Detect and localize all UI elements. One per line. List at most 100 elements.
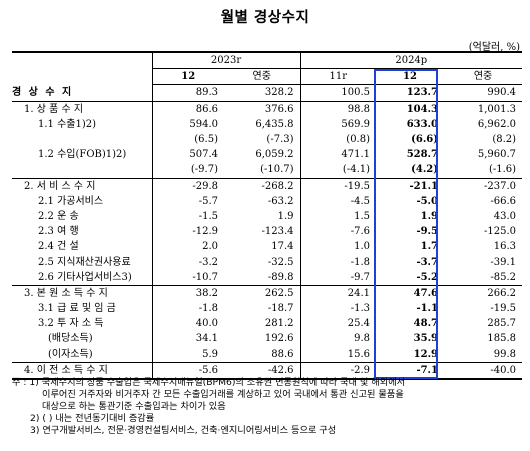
table-cell: (6.6) xyxy=(411,134,439,146)
table-cell: 98.8 xyxy=(299,100,377,117)
table-cell: 104.3 xyxy=(376,100,445,117)
table-cell: 47.6 xyxy=(376,284,445,301)
table-cell: -1.3 xyxy=(299,301,377,317)
table-cell: -1.5 xyxy=(151,208,224,225)
table-cell: 48.7 xyxy=(413,318,439,330)
table-cell: -9.7 xyxy=(299,269,377,286)
table-row: 1. 상 품 수 지 86.6 376.6 98.8 104.3 1,001.3 xyxy=(12,100,523,117)
table-cell: -125.0 xyxy=(484,226,517,238)
table-cell: 100.5 xyxy=(299,84,377,102)
table-cell: 6,435.8 xyxy=(255,118,294,130)
table-cell: 1.0 xyxy=(299,239,377,255)
table-cell: -1.8 xyxy=(299,254,377,270)
note-line: 이루어진 거주자와 비거주자 간 모든 수출입거래를 계상하고 있어 국내에서 … xyxy=(42,389,404,400)
header-blank xyxy=(12,51,152,85)
table-cell: (0.8) xyxy=(299,131,377,148)
table-cell: 1,001.3 xyxy=(444,100,523,117)
table-cell: 89.3 xyxy=(151,84,224,102)
table-cell: 507.4 xyxy=(151,147,224,163)
table-cell: -19.5 xyxy=(299,177,377,194)
table-cell: 99.8 xyxy=(493,348,517,360)
table-cell: 1.5 xyxy=(299,208,377,225)
table-cell: (-10.7) xyxy=(260,164,294,176)
table-cell: -29.8 xyxy=(151,177,224,194)
table-cell: 25.4 xyxy=(299,316,377,332)
col-2023-dec: 12 xyxy=(151,68,224,86)
table-row: (배당소득) 34.1 192.6 9.8 35.9 185.8 xyxy=(12,331,522,347)
table-cell: (-1.6) xyxy=(488,164,517,176)
col-2024-nov: 11r xyxy=(299,68,377,86)
row-label: 1. 상 품 수 지 xyxy=(12,100,152,117)
table-cell: 633.0 xyxy=(406,118,439,130)
table-cell: -89.8 xyxy=(267,271,294,283)
table-row: 2.3 여 행 -12.9 -123.4 -7.6 -9.5 -125.0 xyxy=(12,224,522,240)
table-cell: 569.9 xyxy=(299,116,377,132)
table-cell: -3.7 xyxy=(416,256,439,268)
table-cell: -63.2 xyxy=(267,195,294,207)
table-row: 3. 본 원 소 득 수 지 38.2 262.5 24.1 47.6 266.2 xyxy=(12,284,523,301)
row-label: 2.6 기타사업서비스3) xyxy=(38,271,132,283)
table-cell: 43.0 xyxy=(493,210,517,222)
table-cell: (-9.7) xyxy=(151,162,224,178)
table-cell: 594.0 xyxy=(151,116,224,132)
table-cell: 185.8 xyxy=(487,333,517,345)
table-cell: 1.7 xyxy=(420,241,439,253)
table-cell: -7.6 xyxy=(299,224,377,240)
table-cell: -21.1 xyxy=(376,177,445,194)
row-label: 2. 서 비 스 수 지 xyxy=(12,177,152,194)
table-row: 2. 서 비 스 수 지 -29.8 -268.2 -19.5 -21.1 -237.0 xyxy=(12,177,523,194)
table-cell: -39.1 xyxy=(490,256,517,268)
table-row: 4. 이 전 소 득 수 지 -5.6 -42.6 -2.9 -7.1 -40.0 xyxy=(12,361,523,380)
col-2024-year: 연중 xyxy=(444,68,523,86)
table-cell: (-7.3) xyxy=(266,134,294,146)
current-account-table: 2023r 2024p 12 연중 11r 12 연중 경 상 수 지 89.3 3… xyxy=(12,51,523,380)
table-cell: 285.7 xyxy=(487,318,517,330)
row-label: (배당소득) xyxy=(48,333,93,345)
table-cell: 35.9 xyxy=(413,333,439,345)
row-label: 4. 이 전 소 득 수 지 xyxy=(12,361,152,380)
table-row: 2.5 지식재산권사용료 -3.2 -32.5 -1.8 -3.7 -39.1 xyxy=(12,254,522,270)
table-cell: -123.4 xyxy=(261,226,294,238)
table-cell: 1.9 xyxy=(277,210,294,222)
table-cell: 6,962.0 xyxy=(477,118,517,130)
note-line: 2) ( ) 내는 전년동기대비 증감률 xyxy=(30,413,155,424)
table-cell: -40.0 xyxy=(444,361,523,380)
table-cell: 86.6 xyxy=(151,100,224,117)
table-cell: -5.7 xyxy=(151,193,224,209)
table-cell: (6.5) xyxy=(151,131,224,148)
table-cell: -1.1 xyxy=(416,303,439,315)
table-cell: 6,059.2 xyxy=(255,149,294,161)
col-2024-dec: 12 xyxy=(376,68,445,86)
col-2023-year: 연중 xyxy=(224,68,301,86)
row-label: 1.2 수입(FOB)1)2) xyxy=(38,149,127,161)
table-cell: -12.9 xyxy=(151,224,224,240)
table-cell: 123.7 xyxy=(406,87,439,99)
table-row: 3.2 투 자 소 득 40.0 281.2 25.4 48.7 285.7 xyxy=(12,316,522,332)
year-2024-header: 2024p xyxy=(299,51,523,70)
table-cell: 12.9 xyxy=(413,348,439,360)
table-row: (이자소득) 5.9 88.6 15.6 12.9 99.8 xyxy=(12,346,522,363)
table-cell: -10.7 xyxy=(151,269,224,286)
table-cell: -1.8 xyxy=(151,301,224,317)
table-cell: 9.8 xyxy=(299,331,377,347)
table-cell: -5.6 xyxy=(151,361,224,380)
row-label: 2.4 건 설 xyxy=(38,241,79,253)
table-cell: 2.0 xyxy=(151,239,224,255)
table-cell: 328.2 xyxy=(264,87,294,99)
table-cell: 266.2 xyxy=(444,284,523,301)
table-cell: 38.2 xyxy=(151,284,224,301)
row-label: 3. 본 원 소 득 수 지 xyxy=(12,284,152,301)
row-label: 2.1 가공서비스 xyxy=(38,195,104,207)
table-cell: (8.2) xyxy=(492,134,517,146)
table-cell: -4.5 xyxy=(299,193,377,209)
table-cell: 262.5 xyxy=(224,284,301,301)
note-line: 대상으로 하는 통관기준 수출입과는 차이가 있음 xyxy=(42,401,226,412)
table-cell: -2.9 xyxy=(299,361,377,380)
table-cell: (4.2) xyxy=(411,164,439,176)
table-row: (6.5) (-7.3) (0.8) (6.6) (8.2) xyxy=(12,131,522,148)
table-cell: -5.2 xyxy=(416,271,439,283)
table-cell: 15.6 xyxy=(299,346,377,363)
table-cell: 40.0 xyxy=(151,316,224,332)
table-cell: 34.1 xyxy=(151,331,224,347)
table-cell: 17.4 xyxy=(271,241,294,253)
